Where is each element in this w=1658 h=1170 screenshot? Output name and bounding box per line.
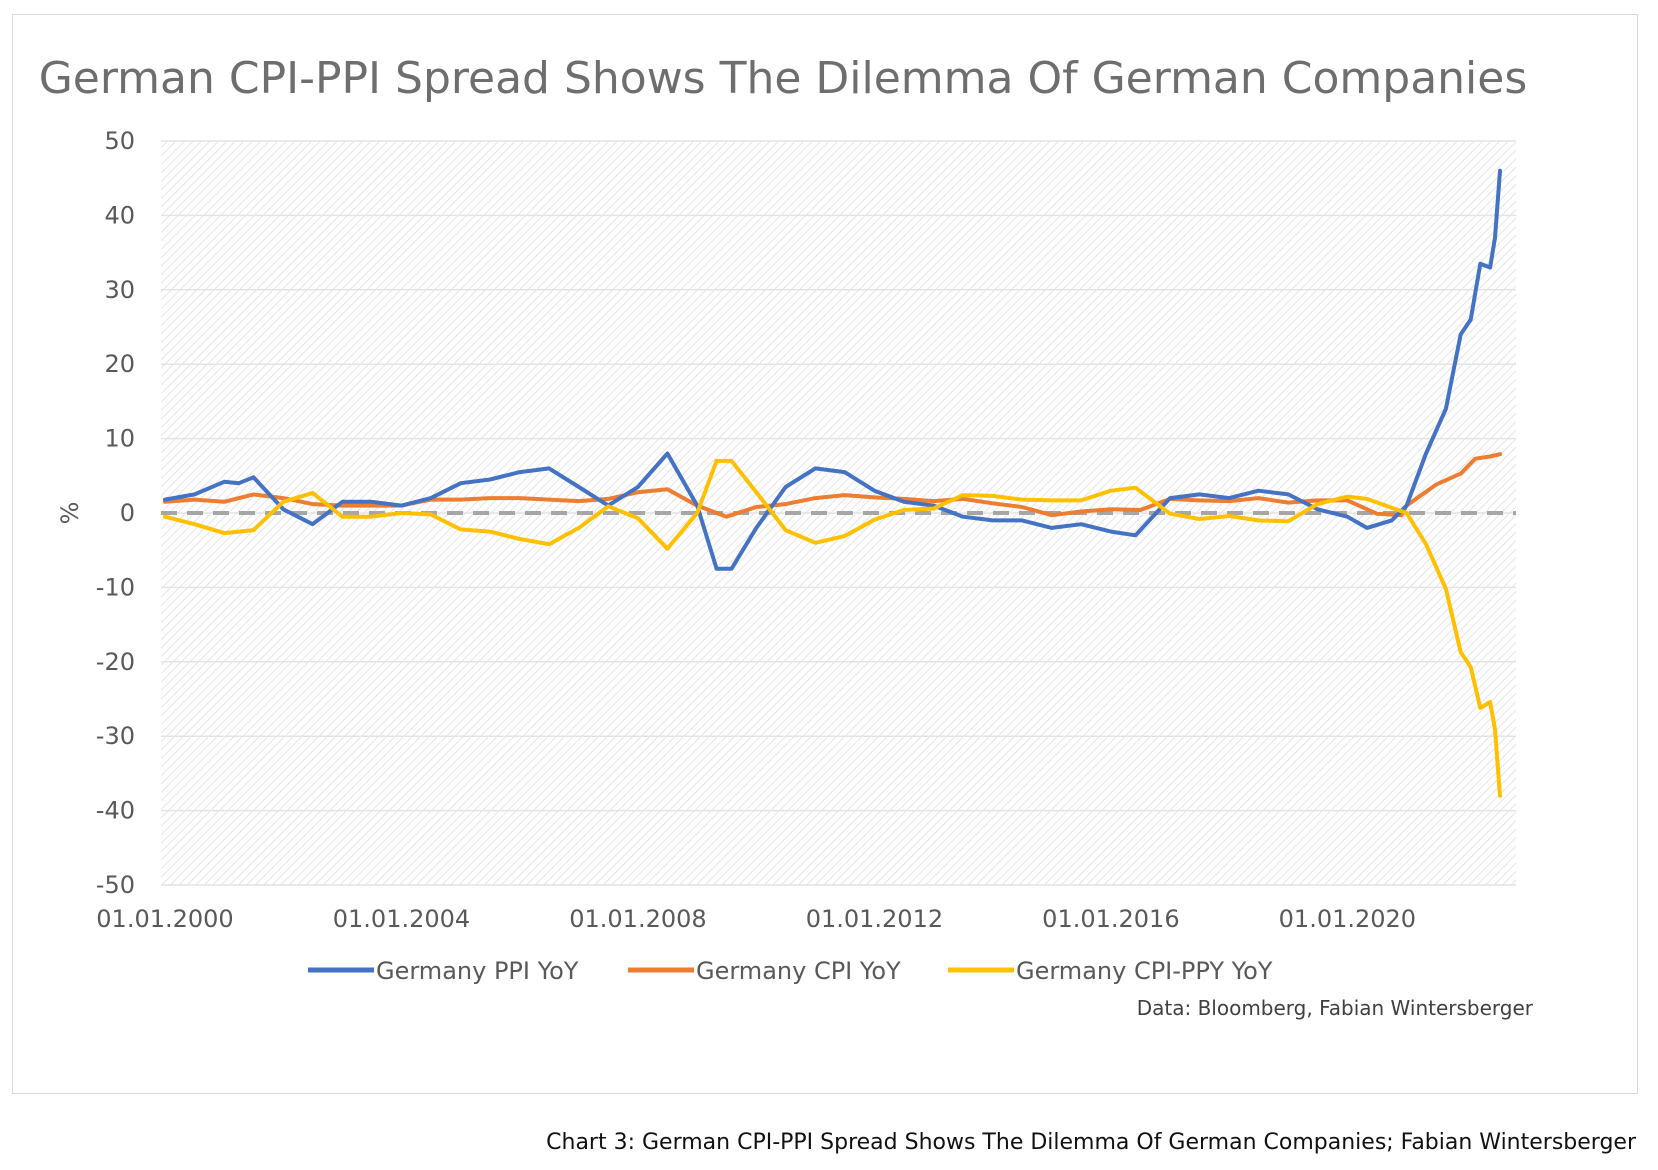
y-tick-label: -40 <box>96 797 135 825</box>
y-axis-title: % <box>56 502 84 525</box>
series-line-germany-cpi-ppy-yoy <box>163 458 1502 798</box>
y-tick-label: 20 <box>104 350 135 378</box>
series-lines <box>163 168 1502 798</box>
y-tick-label: -20 <box>96 648 135 676</box>
legend: Germany PPI YoY Germany CPI YoY Germany CP… <box>308 957 1273 985</box>
legend-label: Germany CPI-PPY YoY <box>1016 957 1273 985</box>
x-tick-label: 01.01.2000 <box>96 905 233 933</box>
x-tick-label: 01.01.2020 <box>1279 905 1416 933</box>
y-tick-label: 10 <box>104 425 135 453</box>
source-note: Data: Bloomberg, Fabian Wintersberger <box>1137 996 1534 1020</box>
y-tick-label: 30 <box>104 276 135 304</box>
figure-caption: Chart 3: German CPI-PPI Spread Shows The… <box>546 1130 1636 1155</box>
gridlines <box>161 140 1516 886</box>
line-chart: German CPI-PPI Spread Shows The Dilemma … <box>39 53 1534 1020</box>
x-axis-ticks: 01.01.2000 01.01.2004 01.01.2008 01.01.2012… <box>96 905 1416 933</box>
y-tick-label: -30 <box>96 722 135 750</box>
y-tick-label: -50 <box>96 871 135 899</box>
series-line-germany-ppi-yoy <box>163 168 1502 571</box>
y-tick-label: 50 <box>104 127 135 155</box>
x-tick-label: 01.01.2008 <box>569 905 706 933</box>
x-tick-label: 01.01.2016 <box>1042 905 1179 933</box>
y-tick-label: 40 <box>104 201 135 229</box>
y-tick-label: 0 <box>120 499 135 527</box>
chart-title: German CPI-PPI Spread Shows The Dilemma … <box>39 53 1528 104</box>
legend-label: Germany PPI YoY <box>376 957 579 985</box>
x-tick-label: 01.01.2004 <box>333 905 470 933</box>
chart-frame: German CPI-PPI Spread Shows The Dilemma … <box>12 14 1638 1094</box>
legend-label: Germany CPI YoY <box>696 957 901 985</box>
x-tick-label: 01.01.2012 <box>806 905 943 933</box>
y-axis-ticks: 50 40 30 20 10 0 -10 -20 -30 -40 -50 <box>96 127 135 899</box>
y-tick-label: -10 <box>96 573 135 601</box>
